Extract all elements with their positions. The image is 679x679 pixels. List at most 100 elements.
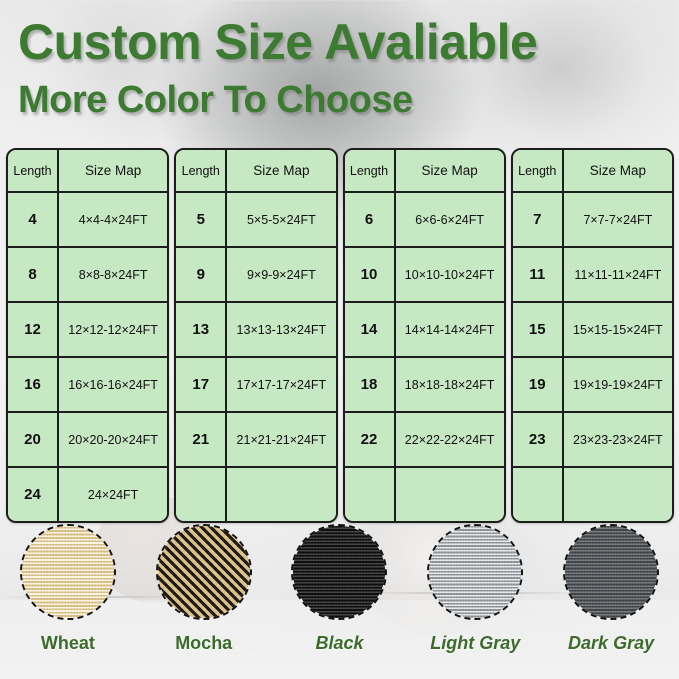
cell-length: 21	[176, 413, 228, 466]
table-row: 22 22×22-22×24FT	[344, 413, 504, 468]
cell-length: 15	[512, 303, 564, 356]
header-length: Length	[8, 150, 59, 191]
swatch-label: Dark Gray	[568, 633, 655, 653]
table-row: 11 11×11-11×24FT	[512, 248, 672, 303]
cell-length: 13	[176, 303, 228, 356]
cell-size-map: 23×23-23×24FT	[563, 413, 672, 466]
cell-size-map: 6×6-6×24FT	[395, 193, 504, 246]
cell-size-map: 4×4-4×24FT	[59, 193, 168, 246]
cell-size-map: 14×14-14×24FT	[395, 303, 504, 356]
header-size-map: Size Map	[227, 150, 336, 191]
fabric-texture-icon	[293, 526, 386, 618]
cell-length	[176, 468, 228, 521]
size-table-4: Length Size Map 7 7×7-7×24FT 11 11×11-11…	[510, 148, 674, 523]
cell-length: 19	[512, 358, 564, 411]
cell-length: 20	[8, 413, 59, 466]
header-size-map: Size Map	[395, 150, 504, 191]
cell-size-map	[227, 468, 336, 521]
cell-size-map: 24×24FT	[59, 468, 168, 521]
cell-size-map: 19×19-19×24FT	[563, 358, 672, 411]
table-row: 5 5×5-5×24FT	[176, 193, 336, 248]
table-row-empty	[512, 468, 672, 521]
swatch-label: Light Gray	[430, 633, 521, 653]
swatch-disc-light-gray[interactable]	[427, 524, 524, 620]
cell-length: 23	[512, 413, 564, 466]
cell-size-map: 5×5-5×24FT	[227, 193, 336, 246]
header-length: Length	[512, 150, 564, 191]
cell-size-map: 21×21-21×24FT	[227, 413, 336, 466]
table-header-row: Length Size Map	[8, 150, 168, 193]
table-row: 13 13×13-13×24FT	[176, 303, 336, 358]
cell-size-map: 12×12-12×24FT	[59, 303, 168, 356]
cell-length: 18	[344, 358, 396, 411]
fabric-texture-icon	[429, 526, 522, 618]
swatch-disc-dark-gray[interactable]	[563, 524, 660, 620]
cell-length: 11	[512, 248, 564, 301]
cell-length: 7	[512, 193, 564, 246]
cell-size-map	[395, 468, 504, 521]
cell-length: 14	[344, 303, 396, 356]
size-table-2: Length Size Map 5 5×5-5×24FT 9 9×9-9×24F…	[174, 148, 338, 523]
table-row: 4 4×4-4×24FT	[8, 193, 168, 248]
table-row-empty	[344, 468, 504, 521]
fabric-texture-icon	[157, 526, 250, 618]
cell-length: 8	[8, 248, 59, 301]
color-swatch-wheat[interactable]: Wheat	[0, 524, 136, 679]
header-length: Length	[176, 150, 228, 191]
cell-size-map: 10×10-10×24FT	[395, 248, 504, 301]
cell-size-map: 13×13-13×24FT	[227, 303, 336, 356]
table-row: 20 20×20-20×24FT	[8, 413, 168, 468]
cell-length: 6	[344, 193, 396, 246]
header-size-map: Size Map	[563, 150, 672, 191]
cell-size-map: 17×17-17×24FT	[227, 358, 336, 411]
table-row: 14 14×14-14×24FT	[344, 303, 504, 358]
cell-length: 17	[176, 358, 228, 411]
table-row: 7 7×7-7×24FT	[512, 193, 672, 248]
swatch-disc-mocha[interactable]	[155, 524, 252, 620]
cell-length: 9	[176, 248, 228, 301]
table-row: 21 21×21-21×24FT	[176, 413, 336, 468]
size-tables-row: Length Size Map 4 4×4-4×24FT 8 8×8-8×24F…	[6, 148, 674, 523]
cell-length: 16	[8, 358, 59, 411]
cell-size-map: 18×18-18×24FT	[395, 358, 504, 411]
table-row: 17 17×17-17×24FT	[176, 358, 336, 413]
table-row: 10 10×10-10×24FT	[344, 248, 504, 303]
size-table-1: Length Size Map 4 4×4-4×24FT 8 8×8-8×24F…	[6, 148, 170, 523]
fabric-texture-icon	[21, 526, 114, 618]
table-row: 12 12×12-12×24FT	[8, 303, 168, 358]
table-row: 19 19×19-19×24FT	[512, 358, 672, 413]
cell-length: 22	[344, 413, 396, 466]
table-row: 16 16×16-16×24FT	[8, 358, 168, 413]
cell-size-map: 22×22-22×24FT	[395, 413, 504, 466]
table-header-row: Length Size Map	[344, 150, 504, 193]
headline-secondary: More Color To Choose	[18, 79, 413, 121]
table-row-empty	[176, 468, 336, 521]
header-length: Length	[344, 150, 396, 191]
table-header-row: Length Size Map	[512, 150, 672, 193]
table-row: 18 18×18-18×24FT	[344, 358, 504, 413]
cell-size-map: 8×8-8×24FT	[59, 248, 168, 301]
cell-size-map: 11×11-11×24FT	[563, 248, 672, 301]
color-swatch-mocha[interactable]: Mocha	[136, 524, 272, 679]
color-swatch-light-gray[interactable]: Light Gray	[407, 524, 543, 679]
table-row: 23 23×23-23×24FT	[512, 413, 672, 468]
header-size-map: Size Map	[59, 150, 168, 191]
cell-size-map: 20×20-20×24FT	[59, 413, 168, 466]
cell-length	[512, 468, 564, 521]
cell-length: 5	[176, 193, 228, 246]
swatch-disc-black[interactable]	[291, 524, 388, 620]
swatch-label: Wheat	[40, 633, 95, 653]
cell-size-map: 16×16-16×24FT	[59, 358, 168, 411]
cell-length	[344, 468, 396, 521]
table-row: 24 24×24FT	[8, 468, 168, 521]
color-swatch-dark-gray[interactable]: Dark Gray	[543, 524, 679, 679]
color-swatch-black[interactable]: Black	[272, 524, 408, 679]
swatch-disc-wheat[interactable]	[19, 524, 116, 620]
size-table-3: Length Size Map 6 6×6-6×24FT 10 10×10-10…	[342, 148, 506, 523]
swatch-label: Black	[315, 633, 364, 653]
table-row: 9 9×9-9×24FT	[176, 248, 336, 303]
color-swatches-row: Wheat Mocha Black Light Gray Dark Gray	[0, 524, 679, 679]
table-row: 15 15×15-15×24FT	[512, 303, 672, 358]
cell-size-map: 9×9-9×24FT	[227, 248, 336, 301]
